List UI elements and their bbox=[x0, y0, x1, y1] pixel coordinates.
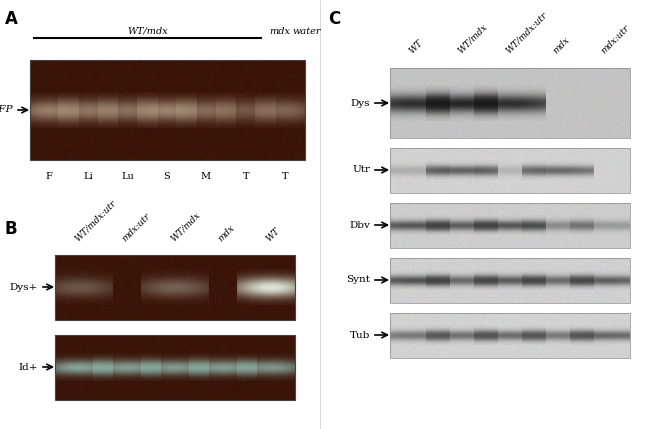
Bar bbox=[55, 335, 295, 400]
Text: mdx: mdx bbox=[552, 35, 572, 55]
Text: Dys: Dys bbox=[350, 99, 370, 108]
Bar bbox=[30, 60, 305, 160]
Text: F: F bbox=[46, 172, 53, 181]
Text: Tub: Tub bbox=[350, 330, 370, 339]
Text: eGFP: eGFP bbox=[0, 106, 13, 115]
Text: mdx: mdx bbox=[270, 27, 291, 36]
Text: S: S bbox=[164, 172, 170, 181]
Text: WT: WT bbox=[265, 226, 282, 243]
Text: Lu: Lu bbox=[122, 172, 135, 181]
Text: Li: Li bbox=[83, 172, 93, 181]
Text: WT: WT bbox=[408, 38, 425, 55]
Bar bbox=[390, 313, 630, 358]
Text: T: T bbox=[242, 172, 250, 181]
Text: WT/mdx: WT/mdx bbox=[127, 27, 168, 36]
Text: mdx:utr: mdx:utr bbox=[121, 211, 153, 243]
Text: B: B bbox=[5, 220, 18, 238]
Bar bbox=[390, 68, 630, 138]
Bar bbox=[390, 258, 630, 303]
Text: C: C bbox=[328, 10, 340, 28]
Text: mdx:utr: mdx:utr bbox=[600, 23, 631, 55]
Bar bbox=[390, 203, 630, 248]
Text: WT/mdx: WT/mdx bbox=[456, 22, 489, 55]
Text: WT/mdx:utr: WT/mdx:utr bbox=[504, 10, 549, 55]
Text: Id+: Id+ bbox=[18, 363, 38, 372]
Text: Dbv: Dbv bbox=[349, 221, 370, 230]
Text: T: T bbox=[281, 172, 289, 181]
Bar bbox=[55, 255, 295, 320]
Text: M: M bbox=[201, 172, 211, 181]
Text: Dys+: Dys+ bbox=[10, 283, 38, 291]
Text: WT/mdx: WT/mdx bbox=[168, 210, 202, 243]
Text: water: water bbox=[292, 27, 321, 36]
Bar bbox=[390, 148, 630, 193]
Text: mdx: mdx bbox=[216, 223, 237, 243]
Text: A: A bbox=[5, 10, 18, 28]
Text: WT/mdx:utr: WT/mdx:utr bbox=[73, 198, 118, 243]
Text: Synt: Synt bbox=[346, 275, 370, 284]
Text: Utr: Utr bbox=[352, 166, 370, 175]
